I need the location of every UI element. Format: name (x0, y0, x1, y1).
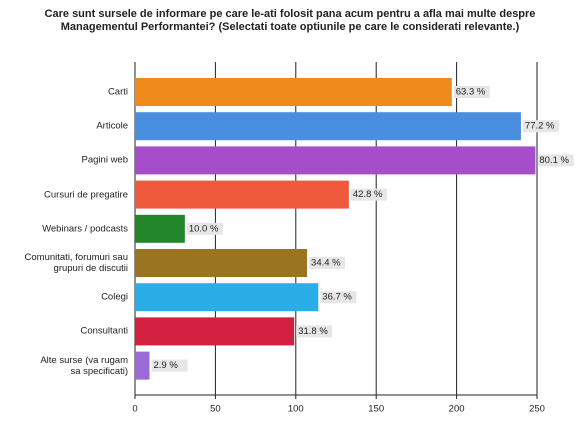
y-tick-label: Consultanti (80, 325, 128, 337)
y-tick-label: Comunitati, forumuri sau grupuri de disc… (24, 252, 128, 274)
bar (135, 214, 185, 243)
value-label: 2.9 % (153, 360, 178, 371)
value-label: 34.4 % (311, 258, 341, 269)
y-tick-label: Cursuri de pregatire (44, 189, 128, 201)
bar (135, 146, 536, 175)
label-bg (453, 86, 490, 98)
x-tick-label: 250 (529, 404, 545, 415)
value-label: 31.8 % (298, 326, 328, 337)
label-bg (151, 359, 188, 372)
y-tick-label: Webinars / podcasts (42, 223, 128, 235)
label-bg (309, 257, 346, 269)
value-label: 36.7 % (322, 292, 352, 303)
label-bg (522, 120, 559, 133)
label-bg (320, 291, 357, 304)
bar (135, 78, 452, 106)
value-label: 63.3 % (456, 87, 486, 98)
x-tick-label: 50 (210, 404, 221, 415)
bar (135, 180, 349, 209)
bar (135, 249, 308, 277)
value-label: 42.8 % (353, 189, 383, 200)
y-tick-label: Carti (107, 86, 128, 98)
y-tick-label: Colegi (101, 291, 128, 303)
label-bg (186, 222, 223, 235)
bar (135, 317, 295, 346)
value-label: 10.0 % (189, 223, 219, 234)
value-label: 77.2 % (525, 121, 555, 132)
bar (135, 283, 319, 312)
bar (135, 112, 521, 141)
x-tick-label: 100 (288, 404, 304, 415)
x-tick-label: 0 (132, 404, 137, 415)
label-bg (296, 325, 333, 338)
x-tick-label: 150 (368, 404, 384, 415)
value-label: 80.1 % (539, 155, 569, 166)
y-tick-label: Articole (96, 120, 128, 132)
y-tick-label: Alte surse (va rugam sa specificati) (40, 354, 128, 377)
chart-title: Care sunt sursele de informare pe care l… (44, 8, 536, 33)
label-bg (537, 154, 574, 167)
y-tick-label: Pagini web (81, 154, 128, 166)
label-bg (350, 188, 387, 201)
x-tick-label: 200 (449, 404, 465, 415)
bar (135, 351, 150, 380)
